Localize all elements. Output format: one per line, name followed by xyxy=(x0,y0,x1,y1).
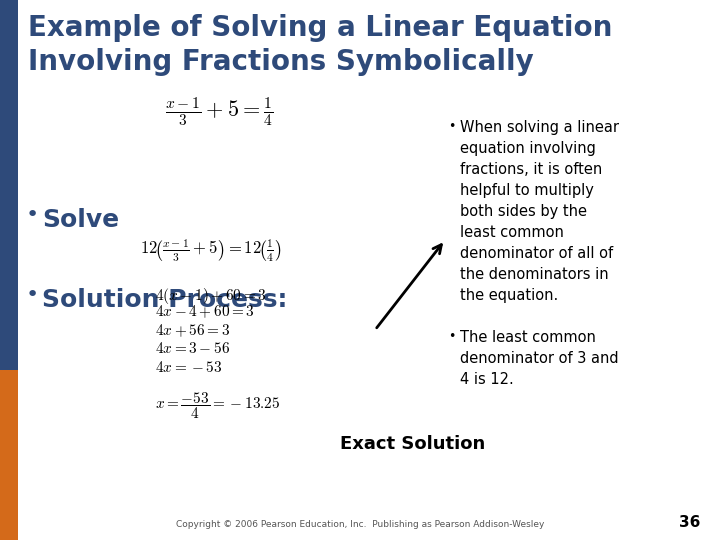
Text: 36: 36 xyxy=(679,515,700,530)
Text: •: • xyxy=(448,330,455,343)
Text: $4(x-1)+60=3$: $4(x-1)+60=3$ xyxy=(155,286,267,306)
FancyBboxPatch shape xyxy=(0,0,18,370)
Text: Example of Solving a Linear Equation: Example of Solving a Linear Equation xyxy=(28,14,613,42)
Text: •: • xyxy=(26,205,40,225)
Text: Exact Solution: Exact Solution xyxy=(340,435,485,453)
Text: Copyright © 2006 Pearson Education, Inc.  Publishing as Pearson Addison-Wesley: Copyright © 2006 Pearson Education, Inc.… xyxy=(176,520,544,529)
Text: $x=\dfrac{-53}{4}=-13.25$: $x=\dfrac{-53}{4}=-13.25$ xyxy=(155,390,281,421)
Text: •: • xyxy=(26,285,40,305)
Text: $4x-4+60=3$: $4x-4+60=3$ xyxy=(155,303,255,320)
Text: $12\!\left(\frac{x-1}{3}+5\right)=12\!\left(\frac{1}{4}\right)$: $12\!\left(\frac{x-1}{3}+5\right)=12\!\l… xyxy=(140,238,282,264)
Text: When solving a linear
equation involving
fractions, it is often
helpful to multi: When solving a linear equation involving… xyxy=(460,120,619,303)
Text: $4x=3-56$: $4x=3-56$ xyxy=(155,341,230,356)
Text: Solution Process:: Solution Process: xyxy=(42,288,287,312)
Text: Involving Fractions Symbolically: Involving Fractions Symbolically xyxy=(28,48,534,76)
Text: Solve: Solve xyxy=(42,208,119,232)
Text: •: • xyxy=(448,120,455,133)
Text: $4x=-53$: $4x=-53$ xyxy=(155,360,222,375)
Text: The least common
denominator of 3 and
4 is 12.: The least common denominator of 3 and 4 … xyxy=(460,330,618,387)
FancyBboxPatch shape xyxy=(0,370,18,540)
Text: $4x+56=3$: $4x+56=3$ xyxy=(155,322,230,339)
Text: $\frac{x-1}{3} + 5 = \frac{1}{4}$: $\frac{x-1}{3} + 5 = \frac{1}{4}$ xyxy=(165,95,273,128)
